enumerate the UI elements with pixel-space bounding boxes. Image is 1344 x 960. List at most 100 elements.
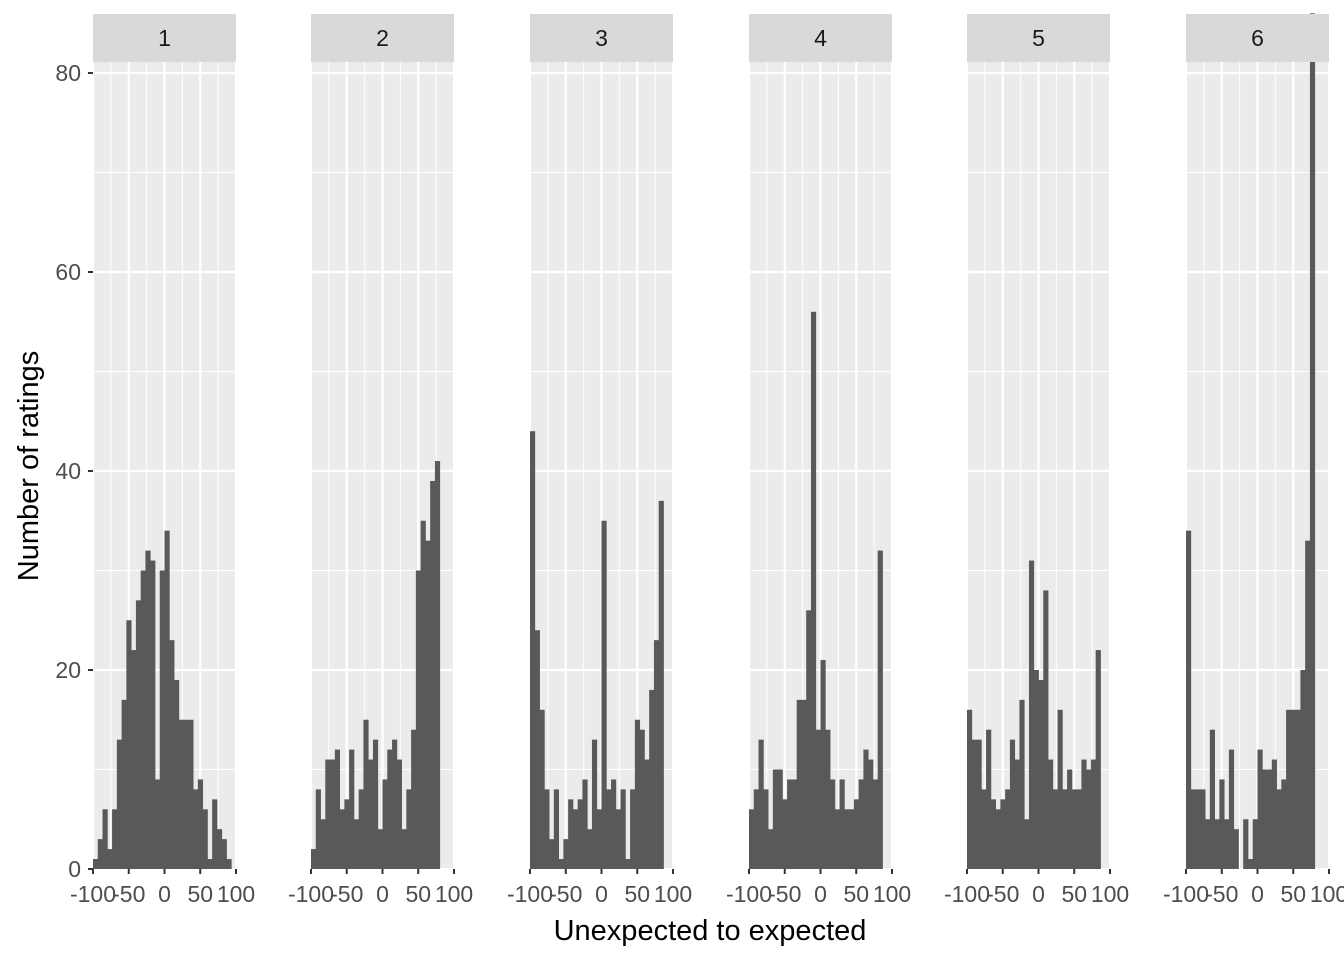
histogram-bar [188, 719, 194, 869]
x-tick-label: 0 [158, 881, 171, 907]
histogram-bar [112, 809, 118, 869]
histogram-bar [197, 779, 204, 869]
histogram-bar [226, 859, 232, 869]
facet-strip-label: 3 [595, 25, 608, 51]
histogram-bar [315, 789, 321, 869]
facet-panel-2: 2 -100-50 0 50 100 [288, 14, 473, 907]
histogram-bar [1200, 789, 1206, 869]
histogram-bar [872, 779, 879, 869]
histogram-bar [1300, 670, 1306, 869]
histogram-bar [834, 809, 840, 869]
histogram-bar [753, 789, 759, 869]
histogram-bar [591, 739, 598, 869]
histogram-bar [587, 829, 593, 869]
histogram-bar [1043, 590, 1049, 869]
histogram-bar [976, 739, 982, 869]
histogram-bar [844, 809, 850, 869]
histogram-bar [1014, 759, 1020, 869]
histogram-bar [1009, 739, 1016, 869]
facet-strip [967, 14, 1110, 62]
x-tick-label: 50 [843, 881, 869, 907]
x-tick-label: 0 [1032, 881, 1045, 907]
histogram-bar [815, 729, 821, 869]
histogram-bar [534, 630, 540, 869]
x-tick-label: 100 [435, 881, 473, 907]
histogram-bar [596, 809, 602, 869]
facet-panel-4: 4 -100-50 0 50 100 [726, 14, 911, 907]
histogram-bar [1038, 679, 1044, 869]
y-tick-label: 80 [55, 60, 81, 86]
histogram-bar [159, 570, 165, 869]
histogram-bar [1257, 749, 1263, 869]
histogram-bar [126, 620, 132, 869]
histogram-bar [777, 769, 783, 869]
x-tick-label: 50 [624, 881, 650, 907]
histogram-bar [806, 610, 812, 869]
facet-panel-6: 6 -100-50 0 50 100 [1163, 13, 1344, 907]
histogram-bar [877, 550, 883, 869]
x-tick-label: 100 [873, 881, 911, 907]
histogram-bar [169, 640, 175, 869]
histogram-bar [568, 799, 574, 869]
histogram-bar [1071, 789, 1078, 869]
x-tick-label: -50 [768, 881, 801, 907]
x-tick-label: 0 [376, 881, 389, 907]
histogram-bar [1247, 859, 1254, 869]
facet-strip-label: 5 [1032, 25, 1045, 51]
histogram-bar [221, 839, 227, 869]
y-axis-title: Number of ratings [13, 351, 45, 582]
histogram-bar [1000, 799, 1006, 869]
histogram-bar [183, 719, 189, 869]
histogram-bar [606, 789, 612, 869]
histogram-bar [116, 739, 122, 869]
histogram-bar [1267, 769, 1273, 869]
histogram-bar [107, 849, 113, 869]
x-tick-label: 0 [1251, 881, 1264, 907]
histogram-bar [135, 600, 142, 869]
histogram-bar [320, 819, 326, 869]
histogram-bar [572, 809, 579, 869]
histogram-bar [772, 769, 778, 869]
histogram-bar [406, 789, 412, 869]
histogram-bar [349, 749, 355, 869]
x-tick-label: -100 [288, 881, 334, 907]
x-tick-label: 50 [1061, 881, 1087, 907]
histogram-bar [1062, 789, 1068, 869]
histogram-bar [1005, 789, 1011, 869]
x-tick-label: -100 [70, 881, 116, 907]
x-tick-label: -50 [330, 881, 363, 907]
y-tick-label: 0 [68, 856, 81, 882]
histogram-bar [1033, 670, 1039, 869]
histogram-bar [1224, 819, 1230, 869]
histogram-bar [425, 540, 431, 869]
x-tick-label: -100 [944, 881, 990, 907]
histogram-bar [1057, 709, 1063, 869]
histogram-bar [1190, 789, 1196, 869]
histogram-bar [1081, 759, 1087, 869]
x-tick-label: 100 [654, 881, 692, 907]
histogram-bar [207, 859, 213, 869]
histogram-bar [1209, 729, 1215, 869]
histogram-bar [434, 461, 441, 869]
histogram-bar [853, 799, 860, 869]
histogram-bar [330, 759, 336, 869]
histogram-bar [140, 570, 146, 869]
histogram-bar [649, 689, 655, 869]
histogram-bar [1186, 530, 1192, 869]
histogram-bar [1024, 819, 1030, 869]
histogram-bar [372, 739, 379, 869]
x-tick-label: 100 [1091, 881, 1129, 907]
histogram-bar [981, 789, 987, 869]
histogram-bar [1195, 789, 1201, 869]
histogram-bar [150, 560, 156, 869]
histogram-bar [801, 699, 807, 869]
histogram-bar [382, 779, 388, 869]
histogram-bar [212, 799, 218, 869]
histogram-bar [1290, 709, 1297, 869]
histogram-bar [749, 809, 755, 869]
histogram-bar [1052, 789, 1058, 869]
histogram-bar [145, 550, 151, 869]
histogram-bar [1233, 829, 1239, 869]
histogram-bar [339, 809, 345, 869]
histogram-bar [1271, 759, 1277, 869]
